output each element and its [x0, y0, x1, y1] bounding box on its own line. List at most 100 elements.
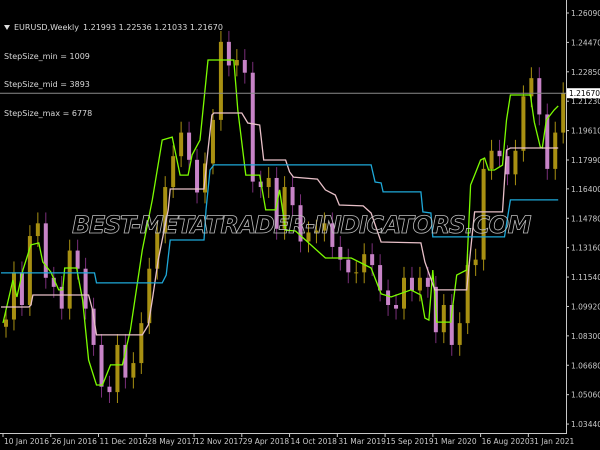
- candle: [306, 221, 311, 253]
- candle: [115, 334, 120, 404]
- candle-body: [155, 232, 160, 269]
- candles: [4, 30, 566, 404]
- candle: [91, 297, 96, 356]
- candle-body: [218, 41, 223, 120]
- candle: [473, 248, 478, 276]
- candle: [218, 30, 223, 131]
- candle-body: [394, 305, 399, 309]
- x-tick-label: 31 Jan 2021: [529, 437, 574, 446]
- candle-body: [545, 114, 550, 169]
- candle: [27, 225, 32, 316]
- candle: [561, 82, 566, 144]
- y-tick-label: 1.06680: [571, 361, 600, 370]
- candle-body: [298, 205, 303, 242]
- candle: [489, 139, 494, 180]
- candle: [378, 254, 383, 302]
- fast-step-line: [2, 59, 559, 386]
- candle-body: [171, 156, 176, 188]
- x-tick-label: 1 Mar 2020: [434, 437, 477, 446]
- candle: [457, 312, 462, 356]
- candle: [163, 176, 168, 244]
- candle: [99, 334, 104, 398]
- x-tick-label: 11 Dec 2016: [100, 437, 148, 446]
- candle-body: [115, 344, 120, 393]
- candle-body: [402, 277, 406, 309]
- candle: [35, 212, 40, 247]
- candle: [226, 30, 231, 77]
- candle: [537, 67, 542, 126]
- candle-body: [59, 286, 64, 309]
- candle: [266, 167, 271, 198]
- candle-body: [529, 78, 534, 97]
- indicator-lines: [1, 59, 559, 386]
- slow-step-line: [1, 164, 559, 284]
- candle-body: [107, 386, 112, 393]
- candle-body: [378, 265, 383, 291]
- candle: [409, 266, 414, 302]
- candle: [513, 139, 518, 186]
- candle: [131, 352, 136, 389]
- candle: [59, 275, 64, 320]
- candle-body: [330, 223, 335, 247]
- y-axis: 1.26090 1.24470 1.22850 1.21230 1.19610 1.179…: [566, 9, 600, 429]
- candle-body: [362, 254, 367, 273]
- x-tick-label: 10 Jan 2016: [4, 437, 49, 446]
- candle: [505, 145, 510, 186]
- candle: [242, 49, 247, 84]
- candle: [322, 212, 327, 242]
- candle-body: [521, 96, 526, 151]
- candle: [83, 257, 88, 320]
- x-axis: 10 Jan 2016 26 Jun 2016 11 Dec 2016 28 May …: [2, 433, 575, 446]
- y-tick-label: 1.21230: [571, 97, 600, 106]
- candle: [51, 266, 56, 298]
- param-step-max: StepSize_max = 6778: [4, 108, 93, 118]
- candle-body: [441, 305, 446, 333]
- candle-body: [282, 187, 287, 229]
- candle: [282, 176, 287, 240]
- symbol-timeframe: EURUSD,Weekly: [14, 23, 79, 32]
- candle-body: [99, 344, 104, 387]
- candle-body: [139, 323, 144, 364]
- x-tick-label: 29 Apr 2018: [243, 437, 290, 446]
- y-tick-label: 1.11540: [571, 273, 600, 282]
- candle-body: [4, 319, 8, 327]
- candle: [362, 243, 367, 284]
- candle-body: [561, 93, 566, 133]
- candle-body: [147, 268, 152, 324]
- y-tick-label: 1.14780: [571, 214, 600, 223]
- candle-body: [489, 150, 494, 169]
- y-tick-label: 1.09920: [571, 302, 600, 311]
- candle-body: [179, 132, 184, 157]
- current-price-value: 1.21670: [569, 89, 600, 98]
- candle: [441, 294, 446, 344]
- candle-body: [163, 187, 168, 233]
- candle-body: [290, 187, 295, 206]
- candle: [417, 266, 422, 302]
- x-tick-label: 28 May 2017: [147, 437, 196, 446]
- candle: [195, 148, 200, 204]
- y-tick-label: 1.22850: [571, 68, 600, 77]
- candle-body: [195, 159, 200, 193]
- candle: [402, 266, 406, 320]
- candle-body: [553, 132, 558, 169]
- candle-body: [266, 177, 271, 188]
- candle-body: [449, 305, 454, 345]
- candle-body: [346, 259, 351, 273]
- candle-body: [91, 308, 96, 345]
- candle: [314, 219, 319, 244]
- candle-body: [210, 119, 215, 164]
- y-tick-label: 1.16400: [571, 185, 600, 194]
- candle: [171, 145, 176, 198]
- candle: [123, 334, 128, 389]
- candle: [449, 294, 454, 356]
- candle-body: [27, 236, 32, 306]
- candle-body: [465, 265, 470, 324]
- candle-body: [83, 268, 88, 309]
- y-tick-label: 1.24470: [571, 38, 600, 47]
- y-tick-label: 1.05060: [571, 391, 600, 400]
- candle-body: [11, 272, 16, 320]
- candle-body: [370, 254, 375, 266]
- candle-body: [497, 150, 502, 157]
- collapse-triangle-icon[interactable]: [4, 25, 10, 30]
